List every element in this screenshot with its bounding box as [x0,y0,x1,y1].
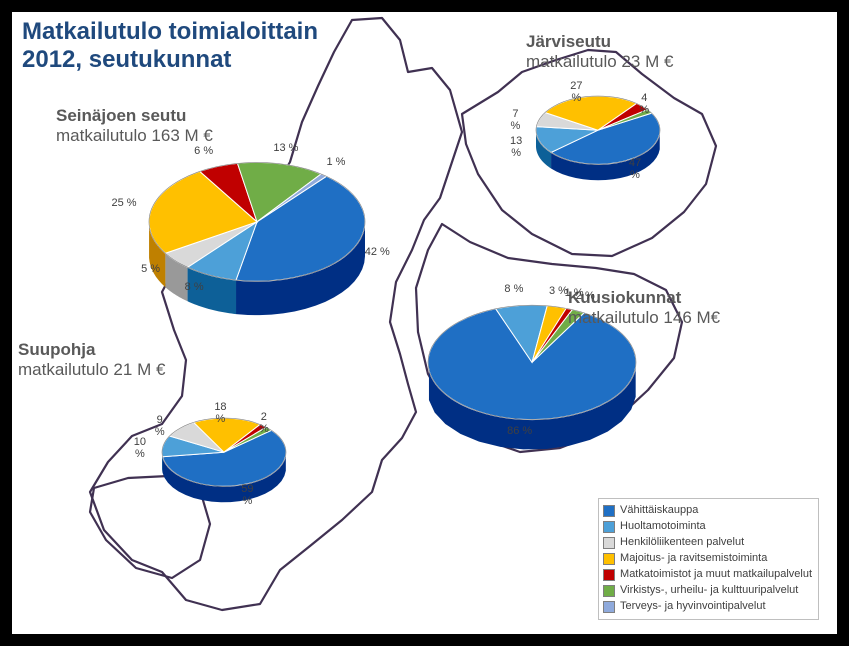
region-name: Seinäjoen seutu [56,106,213,126]
legend-swatch [603,537,615,549]
region-label: Kuusiokunnatmatkailutulo 146 M€ [568,288,720,329]
chart-title: Matkailutulo toimialoittain 2012, seutuk… [22,18,422,73]
legend-item: Vähittäiskauppa [603,503,812,519]
legend-label: Matkatoimistot ja muut matkailupalvelut [620,567,812,583]
legend-label: Henkilöliikenteen palvelut [620,535,744,551]
legend-item: Terveys- ja hyvinvointipalvelut [603,599,812,615]
region-name: Kuusiokunnat [568,288,720,308]
legend-item: Matkatoimistot ja muut matkailupalvelut [603,567,812,583]
region-name: Järviseutu [526,32,673,52]
pie-chart-kuusiokunnat [368,225,696,500]
legend-swatch [603,569,615,581]
region-subtitle: matkailutulo 163 M € [56,126,213,146]
legend-swatch [603,585,615,597]
legend: VähittäiskauppaHuoltamotoimintaHenkilöli… [598,498,819,620]
legend-swatch [603,521,615,533]
legend-label: Vähittäiskauppa [620,503,698,519]
region-label: Seinäjoen seutumatkailutulo 163 M € [56,106,213,147]
legend-item: Majoitus- ja ravitsemistoiminta [603,551,812,567]
legend-label: Majoitus- ja ravitsemistoiminta [620,551,767,567]
legend-item: Henkilöliikenteen palvelut [603,535,812,551]
legend-swatch [603,505,615,517]
region-subtitle: matkailutulo 146 M€ [568,308,720,328]
legend-label: Terveys- ja hyvinvointipalvelut [620,599,766,615]
legend-label: Virkistys-, urheilu- ja kulttuuripalvelu… [620,583,798,599]
region-subtitle: matkailutulo 23 M € [526,52,673,72]
legend-item: Virkistys-, urheilu- ja kulttuuripalvelu… [603,583,812,599]
region-subtitle: matkailutulo 21 M € [18,360,165,380]
title-line1: Matkailutulo toimialoittain [22,18,318,45]
legend-swatch [603,601,615,613]
legend-swatch [603,553,615,565]
title-line2: 2012, seutukunnat [22,46,231,73]
legend-label: Huoltamotoiminta [620,519,706,535]
region-name: Suupohja [18,340,165,360]
legend-item: Huoltamotoiminta [603,519,812,535]
region-label: Järviseutumatkailutulo 23 M € [526,32,673,73]
region-label: Suupohjamatkailutulo 21 M € [18,340,165,381]
